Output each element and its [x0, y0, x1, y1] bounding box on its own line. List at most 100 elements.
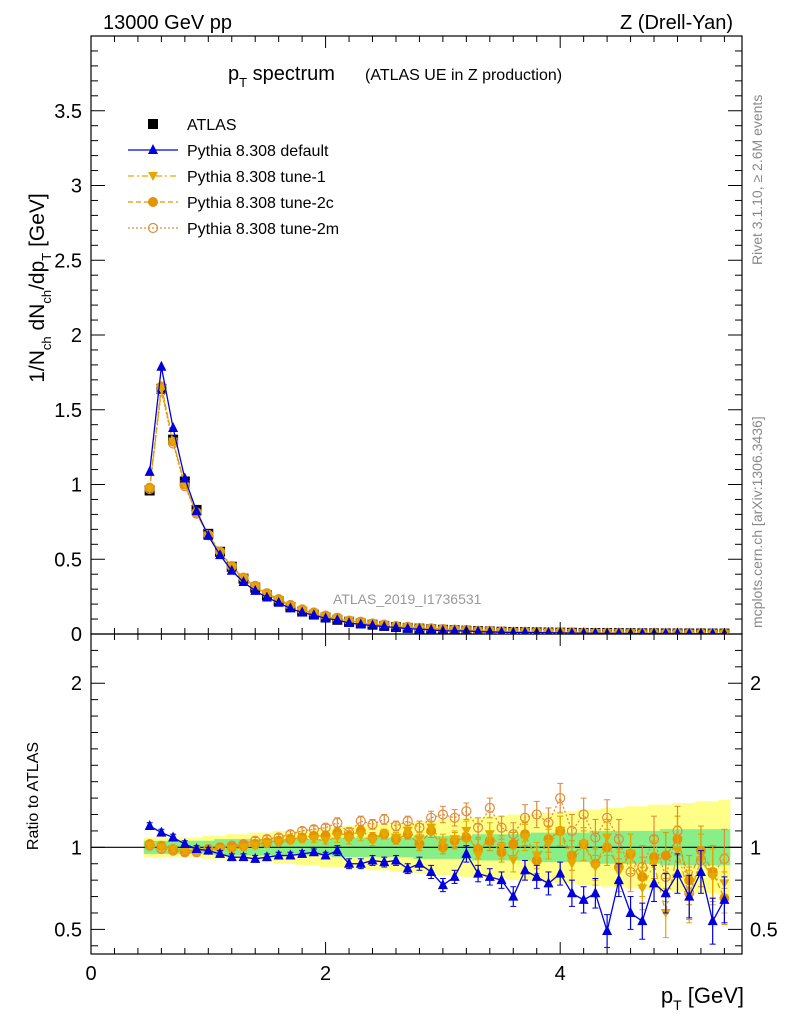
main-point-tune1: [179, 480, 190, 490]
main-point-default: [226, 564, 237, 575]
plot-title: pT spectrum: [228, 63, 335, 90]
ratio-point-tune2m: [578, 809, 589, 820]
ratio-point-tune1: [602, 833, 613, 843]
ratio-point-tune1: [625, 849, 636, 859]
ratio-point-tune1: [379, 830, 390, 840]
ratio-panel-frame: [90, 633, 743, 955]
main-point-default: [497, 626, 506, 634]
ratio-point-default: [320, 849, 331, 860]
ratio-point-default: [261, 851, 272, 862]
ratio-point-default: [484, 870, 495, 881]
main-y-tick-label: 2.5: [54, 250, 82, 272]
ratio-point-tune1: [649, 859, 660, 869]
main-point-default: [191, 505, 202, 516]
ratio-point-default: [449, 870, 460, 881]
ratio-y-tick-label-right: 1: [750, 837, 761, 859]
main-point-default: [344, 616, 355, 627]
legend-entry-tune1: Pythia 8.308 tune-1: [128, 169, 326, 186]
ratio-point-default: [461, 847, 472, 858]
ratio-point-tune1: [484, 830, 495, 840]
ratio-point-tune2m: [555, 793, 566, 804]
legend-marker: [147, 222, 159, 234]
ratio-point-default: [367, 854, 378, 865]
ratio-point-default: [531, 870, 542, 881]
main-point-default: [709, 627, 716, 634]
ratio-point-tune1: [156, 843, 167, 853]
ratio-point-default: [590, 887, 601, 898]
main-point-default: [426, 623, 437, 634]
ratio-point-tune2m: [496, 822, 507, 833]
ratio-point-tune1: [273, 838, 284, 848]
ratio-point-tune2m: [437, 809, 448, 820]
main-point-default: [367, 619, 378, 630]
ratio-point-tune1: [238, 843, 249, 853]
ratio-point-default: [402, 862, 413, 873]
ratio-point-tune2m: [379, 814, 390, 825]
legend-marker: [148, 197, 158, 207]
ratio-point-default: [637, 915, 648, 926]
ratio-point-default: [379, 856, 390, 867]
ratio-point-tune1: [226, 844, 237, 854]
main-point-default: [215, 549, 226, 560]
ratio-point-tune2m: [531, 809, 542, 820]
main-y-tick-label: 1: [71, 475, 82, 497]
main-point-default: [261, 591, 272, 602]
ratio-point-default: [344, 857, 355, 868]
ratio-point-tune1: [426, 823, 437, 833]
main-point-default: [273, 596, 284, 607]
ratio-point-default: [144, 820, 155, 830]
main-point-default: [297, 606, 308, 617]
axis-ticks: 0 2 400.511.522.533.50.5 0.51 12 2: [54, 36, 778, 985]
ratio-point-default: [578, 893, 589, 904]
ratio-point-tune1: [367, 836, 378, 846]
ratio-point-tune2m: [390, 820, 402, 832]
legend-marker: [148, 119, 158, 129]
ratio-point-tune1: [285, 836, 296, 846]
ratio-point-default: [250, 852, 261, 863]
rivet-side-label: Rivet 3.1.10, ≥ 2.6M events: [749, 95, 765, 265]
x-tick-label: 2: [320, 963, 331, 985]
ratio-point-default: [203, 844, 214, 855]
ratio-point-tune1: [520, 833, 530, 843]
legend-label: Pythia 8.308 default: [187, 143, 329, 160]
x-tick-label: 4: [555, 963, 566, 985]
main-point-default: [179, 472, 190, 483]
ratio-point-tune1: [320, 836, 331, 846]
ratio-point-tune2m: [472, 822, 484, 833]
ratio-point-default: [355, 857, 366, 868]
ratio-point-default: [308, 846, 319, 857]
main-point-default: [250, 584, 261, 595]
ratio-point-default: [437, 879, 448, 890]
main-point-default: [390, 621, 401, 632]
ratio-point-tune2m: [367, 819, 378, 830]
ratio-point-default: [566, 887, 577, 898]
ratio-point-tune1: [344, 835, 355, 845]
ratio-point-default: [707, 915, 718, 926]
main-point-default: [402, 622, 413, 633]
main-point-default: [320, 612, 331, 623]
ratio-point-default: [660, 887, 671, 898]
legend-label: Pythia 8.308 tune-1: [187, 169, 326, 186]
ratio-y-tick-label-right: 0.5: [750, 919, 778, 941]
ratio-point-default: [719, 893, 730, 904]
ratio-point-default: [273, 849, 284, 860]
legend-entry-data: ATLAS: [148, 117, 237, 134]
ratio-point-default: [285, 849, 296, 860]
ratio-point-tune1: [144, 841, 155, 851]
ratio-point-default: [508, 890, 519, 901]
ratio-point-tune2c: [660, 850, 671, 861]
ratio-point-default: [390, 854, 401, 865]
ratio-point-default: [496, 874, 507, 885]
ratio-y-tick-label-left: 2: [71, 673, 82, 695]
ratio-point-tune1: [297, 835, 308, 845]
mcplots-side-label: mcplots.cern.ch [arXiv:1306.3436]: [749, 416, 765, 628]
ratio-point-default: [156, 826, 167, 837]
main-point-default: [308, 609, 319, 620]
main-point-default: [639, 627, 646, 634]
ratio-point-tune2m: [566, 825, 578, 837]
main-point-default: [662, 627, 669, 634]
main-point-default: [686, 627, 693, 634]
main-point-default: [544, 626, 553, 634]
main-point-default: [203, 529, 214, 540]
